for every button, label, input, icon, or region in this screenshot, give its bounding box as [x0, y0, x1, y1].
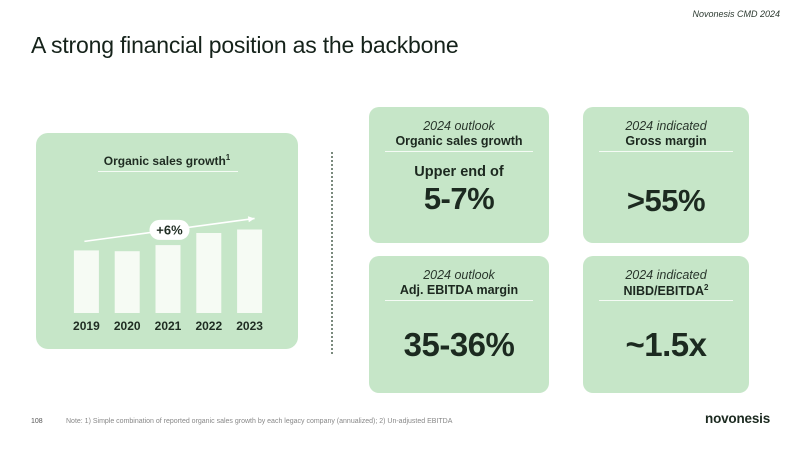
bar-2023 — [237, 229, 263, 313]
kpi-label-footnote: 2 — [704, 283, 709, 292]
kpi-rule — [385, 151, 533, 152]
kpi-eyebrow: 2024 indicated — [625, 119, 707, 133]
bar-2020 — [114, 251, 140, 313]
chart-card: Organic sales growth1 2019 2020 2021 2022 20… — [36, 133, 298, 349]
kpi-label: Organic sales growth — [395, 134, 523, 148]
x-tick-label-2019: 2019 — [73, 319, 100, 333]
bar-2022 — [196, 233, 222, 313]
growth-annotation-pill — [149, 219, 190, 240]
x-tick-label-2020: 2020 — [114, 319, 141, 333]
kpi-value: 5-7% — [423, 181, 495, 216]
dotted-divider — [331, 152, 333, 354]
kpi-label: NIBD/EBITDA2 — [623, 283, 709, 299]
chart-title-footnote: 1 — [225, 153, 231, 162]
kpi-rule — [385, 300, 533, 301]
kpi-eyebrow: 2024 outlook — [423, 268, 495, 282]
footnote: Note: 1) Simple combination of reported … — [66, 418, 453, 425]
chart-title-rule — [98, 171, 238, 172]
trend-arrow-head — [247, 216, 255, 223]
page-number: 108 — [31, 418, 43, 425]
kpi-card-ebitda-margin: 2024 outlook Adj. EBITDA margin 35-36% — [369, 256, 549, 393]
bar-2021 — [155, 245, 181, 313]
kpi-card-organic-growth: 2024 outlook Organic sales growth Upper … — [369, 107, 549, 243]
kpi-value: >55% — [626, 183, 706, 218]
novonesis-logo: novonesis — [705, 411, 770, 426]
bar-2019 — [73, 250, 99, 313]
x-tick-label-2023: 2023 — [236, 319, 263, 333]
kpi-eyebrow: 2024 outlook — [423, 119, 495, 133]
kpi-eyebrow: 2024 indicated — [625, 268, 707, 282]
kpi-rule — [599, 151, 733, 152]
kpi-label: Gross margin — [625, 134, 707, 148]
x-tick-label-2021: 2021 — [155, 319, 182, 333]
growth-annotation: +6% — [156, 222, 183, 237]
header-tag: Novonesis CMD 2024 — [692, 9, 780, 19]
kpi-label: Adj. EBITDA margin — [399, 283, 519, 297]
bar-chart: 2019 2020 2021 2022 2023 +6% — [73, 216, 263, 333]
kpi-value: ~1.5x — [625, 326, 708, 363]
kpi-rule — [599, 300, 733, 301]
page-title: A strong financial position as the backb… — [31, 32, 459, 58]
kpi-card-gross-margin: 2024 indicated Gross margin >55% — [583, 107, 749, 243]
x-tick-label-2022: 2022 — [195, 319, 222, 333]
kpi-value: 35-36% — [403, 326, 515, 363]
chart-title: Organic sales growth1 — [103, 153, 231, 168]
kpi-card-nibd-ebitda: 2024 indicated NIBD/EBITDA2 ~1.5x — [583, 256, 749, 393]
kpi-sub: Upper end of — [414, 164, 504, 180]
